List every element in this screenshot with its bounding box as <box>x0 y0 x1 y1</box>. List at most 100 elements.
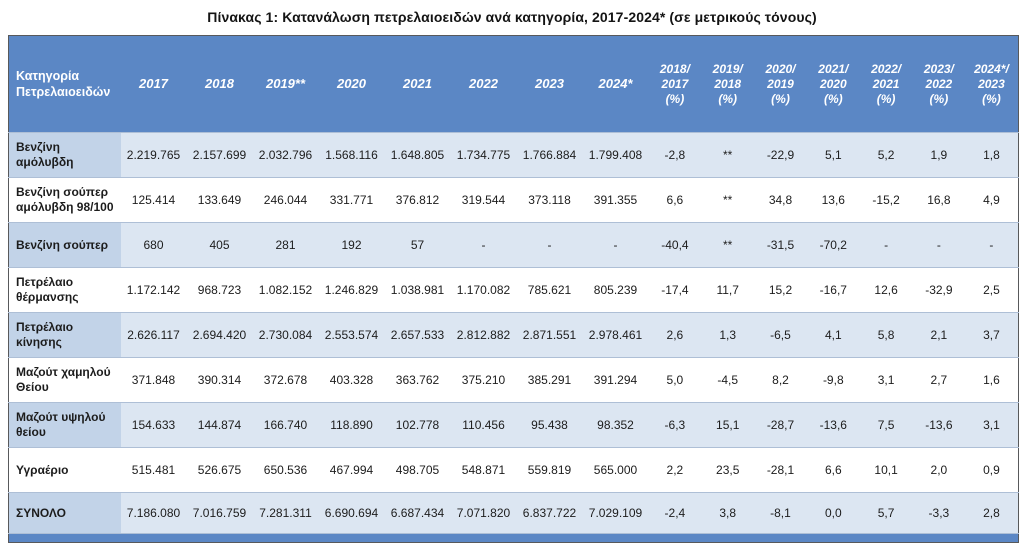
pct-value-cell: ** <box>701 177 755 223</box>
year-value-cell: 498.705 <box>384 447 451 493</box>
year-value-cell: 7.029.109 <box>582 492 649 534</box>
year-value-cell: 192 <box>318 222 385 268</box>
year-value-cell: 110.456 <box>450 402 517 448</box>
total-row: ΣΥΝΟΛΟ 7.186.080 7.016.759 7.281.311 6.690.6… <box>8 492 1019 534</box>
year-value-cell: 2.157.699 <box>186 132 253 178</box>
pct-value-cell: -31,5 <box>754 222 807 268</box>
year-value-cell: 2.626.117 <box>120 312 187 358</box>
pct-value-cell: -16,7 <box>806 267 860 313</box>
pct-value-cell: 0,9 <box>965 447 1019 493</box>
row-label: Πετρέλαιο θέρμανσης <box>8 267 121 313</box>
year-value-cell: 405 <box>186 222 253 268</box>
row-label: Υγραέριο <box>8 447 121 493</box>
year-value-cell: 154.633 <box>120 402 187 448</box>
year-header-cell: 2022 <box>450 35 517 133</box>
pct-value-cell: ** <box>701 132 755 178</box>
year-value-cell: 785.621 <box>516 267 583 313</box>
year-value-cell: 1.172.142 <box>120 267 187 313</box>
pct-value-cell: 2,5 <box>965 267 1019 313</box>
total-label: ΣΥΝΟΛΟ <box>8 492 121 534</box>
pct-value-cell: 5,2 <box>859 132 913 178</box>
year-value-cell: 95.438 <box>516 402 583 448</box>
year-value-cell: 281 <box>252 222 319 268</box>
row-label: Βενζίνη αμόλυβδη <box>8 132 121 178</box>
pct-value-cell: -40,4 <box>648 222 702 268</box>
table-body: Βενζίνη αμόλυβδη 2.219.765 2.157.699 2.032.… <box>8 132 1019 534</box>
table-row: Πετρέλαιο θέρμανσης 1.172.142 968.723 1.082… <box>8 267 1019 313</box>
table-footer <box>8 533 1019 543</box>
pct-header-cell: 2021/ 2020 (%) <box>806 35 860 133</box>
pct-value-cell: 11,7 <box>701 267 755 313</box>
footer-row <box>8 533 1019 543</box>
pct-value-cell: 8,2 <box>754 357 807 403</box>
year-header-cell: 2021 <box>384 35 451 133</box>
year-value-cell: 125.414 <box>120 177 187 223</box>
pct-value-cell: 7,5 <box>859 402 913 448</box>
year-value-cell: 1.170.082 <box>450 267 517 313</box>
year-value-cell: 2.978.461 <box>582 312 649 358</box>
row-label: Μαζούτ χαμηλού Θείου <box>8 357 121 403</box>
year-value-cell: 2.553.574 <box>318 312 385 358</box>
year-value-cell: 1.766.884 <box>516 132 583 178</box>
year-value-cell: 1.038.981 <box>384 267 451 313</box>
pct-header-cell: 2018/ 2017 (%) <box>648 35 702 133</box>
year-value-cell: 1.246.829 <box>318 267 385 313</box>
year-value-cell: - <box>450 222 517 268</box>
table-title: Πίνακας 1: Κατανάλωση πετρελαιοειδών ανά… <box>207 9 817 25</box>
pct-header-cell: 2024*/ 2023 (%) <box>965 35 1019 133</box>
year-value-cell: 565.000 <box>582 447 649 493</box>
year-value-cell: 2.219.765 <box>120 132 187 178</box>
year-header-cell: 2017 <box>120 35 187 133</box>
year-value-cell: 166.740 <box>252 402 319 448</box>
year-value-cell: 2.871.551 <box>516 312 583 358</box>
footer-bar <box>8 533 1019 543</box>
category-header-cell: Κατηγορία Πετρελαιοειδών <box>8 35 121 133</box>
pct-header-cell: 2022/ 2021 (%) <box>859 35 913 133</box>
year-value-cell: 968.723 <box>186 267 253 313</box>
year-value-cell: 376.812 <box>384 177 451 223</box>
year-value-cell: 2.657.533 <box>384 312 451 358</box>
year-value-cell: 1.799.408 <box>582 132 649 178</box>
row-label: Μαζούτ υψηλού θείου <box>8 402 121 448</box>
year-value-cell: 467.994 <box>318 447 385 493</box>
table-row: Βενζίνη σούπερ 680 405 281 192 57- - - -40,4 ** -3… <box>8 222 1019 268</box>
year-value-cell: 6.687.434 <box>384 492 451 534</box>
pct-value-cell: 4,1 <box>806 312 860 358</box>
table-container: Κατηγορία Πετρελαιοειδών 2017 2018 2019** 20… <box>8 35 1019 543</box>
year-value-cell: 385.291 <box>516 357 583 403</box>
year-value-cell: 403.328 <box>318 357 385 403</box>
year-value-cell: 98.352 <box>582 402 649 448</box>
year-value-cell: 246.044 <box>252 177 319 223</box>
year-value-cell: 7.186.080 <box>120 492 187 534</box>
pct-value-cell: 5,1 <box>806 132 860 178</box>
table-header: Κατηγορία Πετρελαιοειδών 2017 2018 2019** 20… <box>8 35 1019 133</box>
year-value-cell: 319.544 <box>450 177 517 223</box>
row-label: Βενζίνη σούπερ αμόλυβδη 98/100 <box>8 177 121 223</box>
table-row: Πετρέλαιο κίνησης 2.626.117 2.694.420 2.730… <box>8 312 1019 358</box>
pct-value-cell: 0,0 <box>806 492 860 534</box>
year-value-cell: 375.210 <box>450 357 517 403</box>
year-value-cell: 2.694.420 <box>186 312 253 358</box>
pct-value-cell: - <box>965 222 1019 268</box>
year-value-cell: 1.648.805 <box>384 132 451 178</box>
pct-value-cell: 2,1 <box>912 312 966 358</box>
year-value-cell: 650.536 <box>252 447 319 493</box>
pct-value-cell: 2,7 <box>912 357 966 403</box>
pct-header-cell: 2023/ 2022 (%) <box>912 35 966 133</box>
pct-value-cell: 2,6 <box>648 312 702 358</box>
pct-value-cell: 15,1 <box>701 402 755 448</box>
year-header-cell: 2024* <box>582 35 649 133</box>
pct-value-cell: -6,5 <box>754 312 807 358</box>
pct-value-cell: -17,4 <box>648 267 702 313</box>
year-value-cell: 133.649 <box>186 177 253 223</box>
year-value-cell: 2.812.882 <box>450 312 517 358</box>
year-value-cell: 57 <box>384 222 451 268</box>
year-value-cell: 1.082.152 <box>252 267 319 313</box>
pct-value-cell: 13,6 <box>806 177 860 223</box>
pct-value-cell: 1,6 <box>965 357 1019 403</box>
year-value-cell: 805.239 <box>582 267 649 313</box>
pct-value-cell: -70,2 <box>806 222 860 268</box>
year-value-cell: - <box>582 222 649 268</box>
header-row: Κατηγορία Πετρελαιοειδών 2017 2018 2019** 20… <box>8 35 1019 133</box>
